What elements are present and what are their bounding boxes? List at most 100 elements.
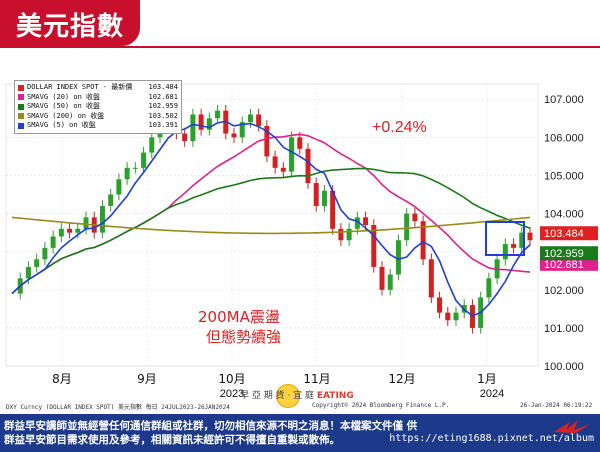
- candle-body: [453, 312, 459, 321]
- candle-body: [182, 133, 188, 142]
- y-tick-label: 107.000: [544, 94, 584, 106]
- candle-body: [502, 244, 508, 260]
- legend-swatch: [18, 94, 24, 101]
- legend-entry: SMAVG (200) on 收盤 103.502: [18, 112, 178, 122]
- axis-value-tag: [540, 256, 598, 271]
- x-tick-label: 8月: [52, 372, 72, 386]
- candle-body: [280, 167, 286, 172]
- price-chart: 100.000101.000102.000103.000104.000105.0…: [5, 83, 598, 400]
- candle-body: [132, 167, 138, 169]
- album-url-link[interactable]: https://eting1688.pixnet.net/album: [389, 433, 594, 444]
- axis-value-tag: [540, 246, 598, 261]
- candle-body: [141, 152, 147, 168]
- ma-line-50: [11, 167, 531, 295]
- candle-body: [305, 148, 311, 184]
- candle-body: [437, 297, 443, 313]
- header-divider: [0, 46, 600, 48]
- candle-body: [519, 232, 525, 248]
- copyright-line: Copyright© 2024 Bloomberg Finance L.P.: [312, 402, 450, 409]
- brand-watermark: 早 亞 期 貨 ‧ 宜 庭 EATING: [240, 388, 354, 401]
- sun-logo-icon: [276, 384, 300, 408]
- candle-body: [338, 228, 344, 241]
- axis-value-tag-text: 103.484: [544, 228, 584, 240]
- candle-body: [297, 137, 303, 149]
- brand-text-eating: EATING: [316, 391, 354, 401]
- chart-legend: DOLLAR INDEX SPOT - 最新價 103.484 SMAVG (20)…: [14, 80, 182, 134]
- candle-body: [190, 114, 196, 142]
- pct-change-annotation: +0.24%: [372, 119, 427, 136]
- candle-body: [428, 259, 434, 298]
- disclaimer-line-2: 群益早安節目需求使用及參考，相關資訊未經許可不得擅自重製或散佈。: [4, 434, 340, 446]
- candle-body: [256, 114, 262, 126]
- moving-average-lines: [11, 120, 531, 317]
- candle-body: [346, 228, 352, 241]
- candle-body: [25, 266, 31, 279]
- candle-body: [34, 259, 40, 267]
- legend-series-name: SMAVG (50) on 收盤: [27, 102, 101, 110]
- candle-body: [395, 240, 401, 275]
- candle-body: [206, 118, 212, 130]
- x-tick-label: 9月: [137, 372, 157, 386]
- x-tick-label: 11月: [303, 372, 330, 386]
- legend-entry: SMAVG (20) on 收盤 102.681: [18, 93, 178, 103]
- candle-body: [83, 217, 89, 229]
- candle-body: [445, 312, 451, 321]
- page-title: 美元指數: [16, 12, 125, 42]
- x-tick-label: 1月: [477, 372, 497, 386]
- x-year-label: 2023: [220, 388, 244, 400]
- highlight-box: [485, 221, 525, 256]
- candle-body: [264, 125, 270, 157]
- candle-body: [404, 213, 410, 241]
- x-axis-labels: 8月 9月 10月 11月 12月 1月 2023 2024: [52, 372, 504, 400]
- candle-body: [50, 236, 56, 248]
- candle-body: [387, 274, 393, 290]
- y-tick-label: 106.000: [544, 132, 584, 144]
- y-tick-label: 101.000: [544, 323, 584, 335]
- candle-body: [313, 183, 319, 206]
- ma-line-5: [11, 120, 531, 317]
- candle-body: [527, 232, 533, 241]
- legend-series-value: 103.502: [148, 111, 178, 120]
- legend-series-value: 103.391: [148, 121, 178, 129]
- candle-body: [239, 122, 245, 138]
- y-tick-label: 100.000: [544, 361, 584, 373]
- axis-value-tag-text: 102.681: [544, 259, 584, 271]
- axis-value-tag: [540, 226, 598, 241]
- legend-swatch: [18, 122, 24, 129]
- x-year-label: 2024: [480, 388, 504, 400]
- candle-body: [215, 110, 221, 119]
- candle-body: [289, 137, 295, 172]
- candle-body: [272, 156, 278, 168]
- candle-body: [330, 190, 336, 229]
- legend-series-value: 102.959: [148, 102, 178, 110]
- candle-body: [412, 213, 418, 222]
- ma-comment-line2: 但態勢續強: [206, 328, 281, 346]
- legend-swatch: [18, 84, 24, 91]
- x-tick-label: 12月: [388, 372, 415, 386]
- candle-body: [42, 247, 48, 260]
- candle-body: [108, 194, 114, 206]
- brand-text-main: 早 亞 期 貨 ‧ 宜 庭: [240, 391, 317, 401]
- title-banner: 美元指數: [0, 0, 140, 46]
- legend-series-name: SMAVG (20) on 收盤: [27, 92, 101, 101]
- candle-body: [58, 228, 64, 237]
- y-tick-label: 105.000: [544, 170, 584, 182]
- candle-body: [511, 244, 517, 248]
- candle-body: [67, 228, 73, 233]
- candle-body: [198, 114, 204, 130]
- legend-series-name: SMAVG (5) on 收盤: [27, 121, 96, 129]
- candle-body: [379, 266, 385, 290]
- page-header: 美元指數: [0, 0, 600, 58]
- candle-body: [247, 114, 253, 123]
- candle-body: [420, 221, 426, 260]
- candle-body: [124, 167, 130, 180]
- datetime-line: 26-Jan-2024 06:19:22: [520, 402, 593, 409]
- x-tick-label: 10月: [218, 372, 245, 386]
- disclaimer-footer: [0, 414, 600, 452]
- candle-body: [116, 179, 122, 195]
- company-wing-logo-icon: [554, 420, 590, 433]
- candle-body: [354, 217, 360, 229]
- legend-entry: SMAVG (5) on 收盤 103.391: [18, 121, 178, 131]
- candle-body: [75, 228, 81, 233]
